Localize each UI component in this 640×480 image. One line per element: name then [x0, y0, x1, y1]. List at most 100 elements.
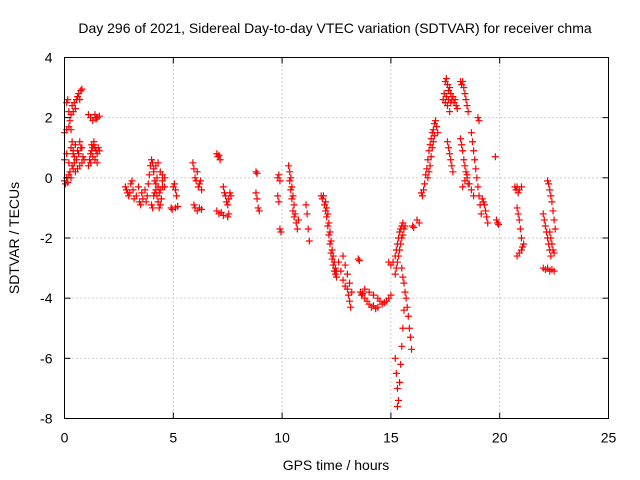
- data-point: [173, 192, 181, 200]
- data-point: [467, 129, 475, 137]
- data-point: [65, 159, 73, 167]
- data-point: [286, 168, 294, 176]
- data-point: [452, 102, 460, 110]
- data-point: [550, 249, 558, 257]
- data-point: [161, 183, 169, 191]
- data-point: [395, 396, 403, 404]
- data-point: [189, 159, 197, 167]
- data-point: [460, 156, 468, 164]
- data-point: [145, 171, 153, 179]
- data-point: [480, 201, 488, 209]
- data-point: [227, 192, 235, 200]
- data-point: [341, 261, 349, 269]
- data-point: [93, 159, 101, 167]
- x-tick-label: 5: [169, 430, 177, 446]
- data-point: [302, 201, 310, 209]
- data-point: [169, 183, 177, 191]
- data-point: [462, 96, 470, 104]
- data-point: [77, 87, 85, 95]
- data-point: [79, 153, 87, 161]
- data-point: [76, 138, 84, 146]
- y-tick-label: -6: [40, 350, 53, 366]
- data-point: [319, 192, 327, 200]
- x-tick-label: 15: [383, 430, 399, 446]
- data-point: [393, 384, 401, 392]
- data-point: [64, 178, 72, 186]
- data-point: [76, 96, 84, 104]
- data-point: [469, 138, 476, 146]
- data-point: [328, 246, 336, 254]
- data-point: [457, 135, 465, 143]
- data-point: [190, 165, 198, 173]
- data-point: [473, 174, 481, 182]
- data-point: [324, 222, 332, 230]
- data-point: [344, 291, 352, 299]
- data-point: [323, 213, 331, 221]
- data-point: [304, 225, 312, 233]
- data-point: [254, 204, 262, 212]
- data-point: [216, 156, 224, 164]
- data-point: [425, 168, 433, 176]
- data-point: [428, 144, 436, 152]
- data-point: [399, 273, 407, 281]
- data-point: [415, 219, 423, 227]
- data-point: [472, 165, 480, 173]
- data-point: [128, 177, 136, 185]
- data-point: [325, 231, 333, 239]
- data-point: [433, 123, 441, 131]
- x-tick-labels: 0 5 10 15 20 25: [61, 430, 617, 446]
- data-point: [129, 186, 137, 194]
- data-point: [153, 174, 161, 182]
- data-point: [285, 162, 293, 170]
- data-point: [253, 195, 261, 203]
- data-point: [550, 216, 558, 224]
- data-point: [446, 150, 454, 158]
- data-point: [134, 183, 142, 191]
- data-point: [224, 201, 232, 209]
- data-point: [343, 285, 351, 293]
- data-point: [275, 171, 283, 179]
- data-point: [400, 279, 408, 287]
- data-point: [494, 219, 502, 227]
- data-points: [61, 75, 559, 410]
- data-point: [461, 90, 469, 98]
- data-point: [470, 147, 478, 155]
- data-point: [125, 192, 133, 200]
- data-point: [327, 237, 335, 245]
- data-point: [288, 183, 296, 191]
- data-point: [421, 180, 429, 188]
- data-point: [343, 270, 351, 278]
- data-point: [126, 189, 134, 197]
- data-point: [391, 354, 399, 362]
- data-point: [294, 216, 302, 224]
- data-point: [148, 156, 156, 164]
- data-point: [78, 144, 86, 152]
- data-point: [132, 192, 140, 200]
- data-point: [339, 276, 347, 284]
- data-point: [403, 303, 411, 311]
- data-point: [274, 192, 282, 200]
- data-point: [252, 189, 260, 197]
- data-point: [434, 129, 442, 137]
- data-point: [69, 147, 77, 155]
- data-point: [325, 219, 333, 227]
- data-point: [474, 114, 482, 122]
- data-point: [491, 153, 499, 161]
- data-point: [406, 333, 414, 341]
- data-point: [286, 177, 294, 185]
- data-point: [219, 183, 227, 191]
- data-point: [277, 228, 285, 236]
- x-axis-label: GPS time / hours: [283, 457, 390, 473]
- grid-lines: [64, 57, 609, 419]
- data-point: [365, 288, 373, 296]
- data-point: [453, 105, 461, 113]
- data-point: [513, 204, 521, 212]
- data-point: [448, 162, 456, 170]
- data-point: [479, 198, 487, 206]
- data-point: [392, 369, 400, 377]
- data-point: [540, 216, 548, 224]
- data-point: [547, 252, 555, 260]
- data-point: [369, 291, 377, 299]
- data-point: [482, 207, 490, 215]
